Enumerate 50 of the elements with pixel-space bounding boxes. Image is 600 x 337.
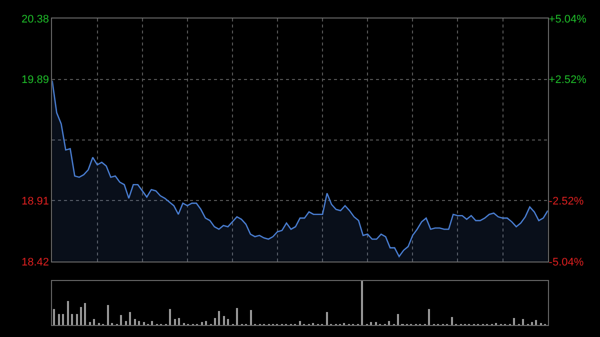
bar xyxy=(250,310,252,325)
bar xyxy=(120,314,122,325)
bar xyxy=(201,322,204,325)
bar xyxy=(531,322,534,325)
bar xyxy=(67,300,70,325)
bar xyxy=(80,306,82,325)
bar xyxy=(299,320,302,325)
bar xyxy=(134,318,136,325)
bar xyxy=(89,322,92,325)
bar xyxy=(169,308,172,325)
bar xyxy=(522,318,524,325)
bar xyxy=(375,322,378,325)
bar xyxy=(174,318,176,325)
bar xyxy=(93,318,96,325)
bar xyxy=(84,302,86,325)
y2-tick-label: +5.04% xyxy=(548,14,587,26)
bar xyxy=(218,310,220,325)
bar xyxy=(361,280,364,325)
bar xyxy=(227,318,230,325)
bar xyxy=(535,320,538,325)
bar xyxy=(214,318,216,325)
bar xyxy=(513,318,516,325)
bar xyxy=(370,322,372,325)
y2-tick-label: +2.52% xyxy=(548,74,587,86)
bar xyxy=(143,322,146,325)
bar xyxy=(151,320,154,325)
bar xyxy=(205,320,208,325)
y-tick-label: 19.89 xyxy=(21,74,49,86)
y-tick-label: 20.38 xyxy=(21,14,49,26)
y-tick-label: 18.91 xyxy=(21,196,49,208)
y2-tick-label: -2.52% xyxy=(548,196,584,208)
bar xyxy=(125,320,128,325)
y2-tick-label: -5.04% xyxy=(548,256,584,268)
y-tick-label: 18.42 xyxy=(21,256,49,268)
bar xyxy=(178,318,180,325)
bar xyxy=(129,312,132,325)
bar xyxy=(76,314,78,325)
bar xyxy=(107,304,110,325)
bar xyxy=(236,308,238,325)
bar xyxy=(388,320,390,325)
bar xyxy=(451,316,454,325)
bar xyxy=(397,314,400,325)
bar xyxy=(223,316,226,325)
bar xyxy=(138,320,140,325)
bar xyxy=(71,314,74,325)
bar xyxy=(62,314,64,325)
bar xyxy=(428,308,430,325)
bar xyxy=(326,312,328,325)
bar xyxy=(58,314,60,325)
bar xyxy=(53,308,56,325)
